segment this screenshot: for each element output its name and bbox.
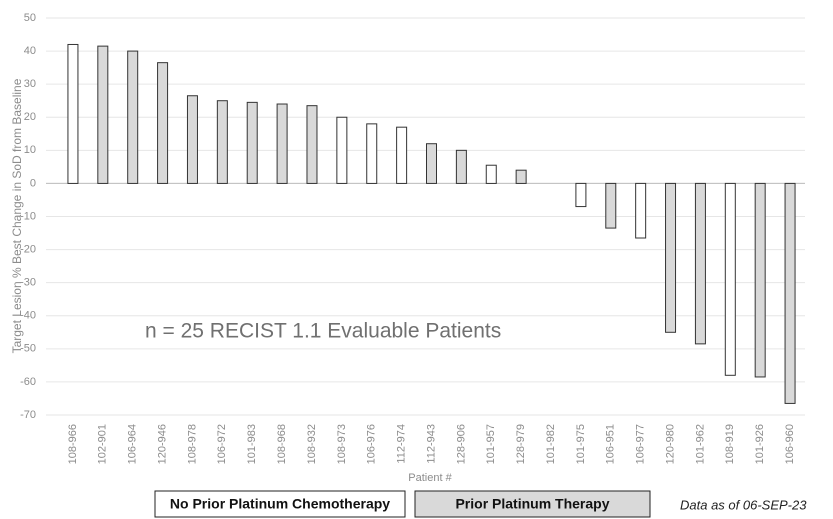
x-tick-label: 101-926 (754, 424, 766, 464)
y-tick-label: 20 (24, 111, 36, 123)
y-tick-label: -50 (20, 343, 36, 355)
x-tick-label: 101-975 (575, 424, 587, 464)
bar (455, 149, 467, 184)
x-tick-label: 120-980 (664, 424, 676, 464)
bar (784, 182, 796, 404)
x-tick-label: 101-983 (246, 424, 258, 464)
legend-box (414, 490, 651, 518)
y-tick-label: 10 (24, 144, 36, 156)
y-tick-label: -30 (20, 277, 36, 289)
bar (336, 116, 348, 184)
x-tick-label: 106-964 (127, 424, 139, 464)
y-tick-label: -60 (20, 376, 36, 388)
bar (485, 164, 497, 184)
bar (186, 95, 198, 184)
bar (605, 182, 617, 229)
x-tick-label: 128-979 (515, 424, 527, 464)
x-tick-label: 101-982 (545, 424, 557, 464)
x-tick-label: 112-943 (425, 424, 437, 464)
y-tick-label: 30 (24, 78, 36, 90)
y-tick-label: -20 (20, 243, 36, 255)
x-axis-label: Patient # (408, 472, 452, 484)
bar (366, 123, 378, 184)
x-tick-label: 128-906 (455, 424, 467, 464)
x-tick-label: 108-973 (336, 424, 348, 464)
legend-box (154, 490, 406, 518)
y-tick-label: 0 (30, 177, 36, 189)
bar (246, 101, 258, 184)
bar (97, 45, 109, 184)
x-tick-label: 108-919 (724, 424, 736, 464)
bar (216, 100, 228, 184)
legend-label: No Prior Platinum Chemotherapy (170, 496, 390, 512)
x-tick-label: 106-972 (216, 424, 228, 464)
x-tick-label: 106-960 (784, 424, 796, 464)
x-tick-label: 120-946 (156, 424, 168, 464)
y-tick-label: -40 (20, 310, 36, 322)
bar (396, 126, 408, 184)
bar (575, 182, 587, 208)
bar (67, 43, 79, 184)
y-tick-label: -70 (20, 409, 36, 421)
bar (306, 105, 318, 184)
bar (724, 182, 736, 376)
x-tick-label: 101-957 (485, 424, 497, 464)
x-tick-label: 108-968 (276, 424, 288, 464)
bar (635, 182, 647, 239)
x-tick-label: 106-976 (366, 424, 378, 464)
bar (127, 50, 139, 184)
y-tick-label: 50 (24, 12, 36, 24)
bar (754, 182, 766, 378)
legend-label: Prior Platinum Therapy (455, 496, 609, 512)
x-tick-label: 108-932 (306, 424, 318, 464)
x-tick-label: 106-977 (635, 424, 647, 464)
y-tick-label: -10 (20, 210, 36, 222)
bar (426, 143, 437, 184)
x-tick-label: 102-901 (97, 424, 109, 464)
x-tick-label: 112-974 (396, 424, 408, 464)
x-tick-label: 106-951 (605, 424, 617, 464)
x-tick-label: 101-962 (694, 424, 706, 464)
x-tick-label: 108-978 (186, 424, 198, 464)
footnote: Data as of 06-SEP-23 (680, 497, 807, 512)
bar (276, 103, 288, 184)
bar (515, 169, 527, 184)
y-axis-label: Target Lesion % Best Change in SoD from … (10, 78, 24, 353)
bar (665, 182, 677, 333)
bar (157, 62, 169, 184)
annotation: n = 25 RECIST 1.1 Evaluable Patients (145, 320, 501, 343)
x-tick-label: 108-966 (67, 424, 79, 464)
bar (694, 182, 706, 345)
y-tick-label: 40 (24, 45, 36, 57)
